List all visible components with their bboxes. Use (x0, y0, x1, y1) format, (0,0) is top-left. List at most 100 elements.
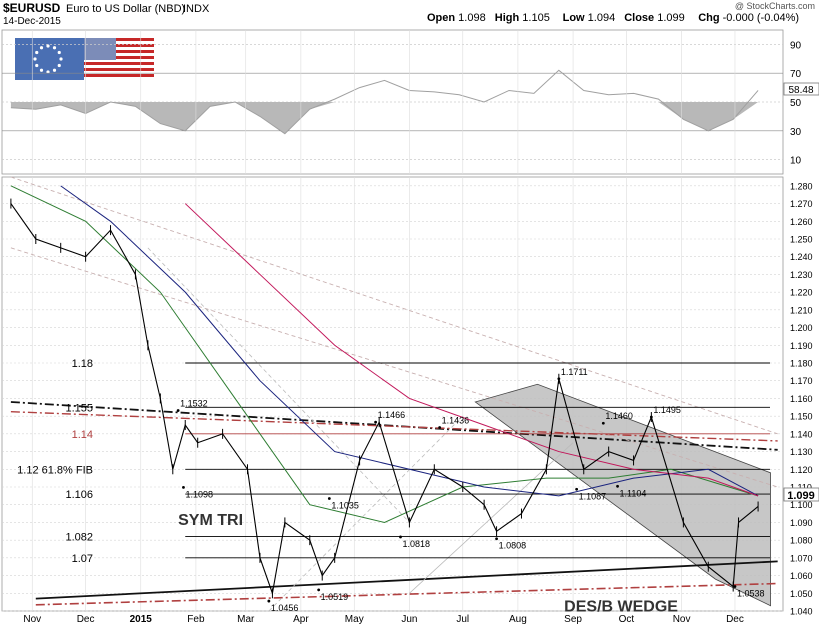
price-tick-label: 1.040 (790, 607, 813, 617)
eu-star (35, 50, 39, 55)
moving-average-red (184, 203, 759, 497)
rsi-gridlines (2, 44, 783, 160)
us-flag-stripe (84, 50, 154, 53)
red-upper-trendline (10, 411, 778, 442)
trendlines (10, 176, 778, 612)
x-tick-label: Nov (673, 614, 691, 625)
pattern-label: SYM TRI (178, 512, 243, 529)
eu-star (46, 44, 50, 48)
price-last-value: 1.099 (787, 490, 815, 502)
annotation-marker (399, 535, 402, 539)
ohlc-readout: Open 1.098 High 1.105 Low 1.094 Close 1.099… (427, 12, 799, 24)
ohlc-close: Close 1.099 (624, 12, 685, 24)
annotation-marker (575, 487, 579, 491)
x-tick-label: Apr (293, 614, 309, 625)
annotation-marker (616, 484, 619, 488)
eu-star (33, 57, 37, 61)
rsi-panel: 10 30 50 70 90 58.48 (1, 29, 819, 175)
symbol: $EURUSD (3, 1, 61, 15)
us-flag-stripe (84, 68, 154, 71)
annotation-label: 1.1460 (605, 411, 633, 421)
ohlc-open: Open 1.098 (427, 12, 486, 24)
annotation-label: 1.0538 (737, 589, 765, 599)
eu-star (39, 46, 44, 50)
rsi-oversold-fill (10, 102, 759, 134)
exchange: INDX (183, 3, 210, 15)
x-tick-label: Oct (619, 614, 635, 625)
rsi-last-value: 58.48 (788, 85, 813, 96)
horizontal-levels: 1.18 1.155 1.14 1.12 61.8% FIB 1.106 1.082 1.0… (17, 358, 770, 565)
price-tick-label: 1.210 (790, 305, 813, 315)
price-tick-label: 1.170 (790, 376, 813, 386)
annotation-marker (374, 420, 377, 424)
annotation-marker (557, 377, 561, 381)
annotation-marker (267, 599, 271, 603)
annotation-label: 1.0519 (321, 592, 349, 602)
annotation-label: 1.1495 (653, 405, 681, 415)
eu-star (57, 50, 61, 55)
rsi-series-line (10, 69, 759, 135)
triangle-lower-trendline (35, 560, 778, 600)
level-label: 1.106 (65, 489, 93, 501)
x-tick-label: Feb (187, 614, 205, 625)
price-series-line (10, 203, 759, 596)
price-tick-label: 1.240 (790, 252, 813, 262)
rsi-tick-label: 10 (790, 156, 802, 167)
annotation-label: 1.1035 (331, 501, 359, 511)
price-tick-label: 1.280 (790, 181, 813, 191)
annotation-marker (601, 421, 605, 425)
level-label: 1.155 (65, 402, 93, 414)
annotation-marker (438, 426, 442, 429)
x-tick-label: 2015 (130, 614, 153, 625)
x-tick-label: Sep (564, 614, 582, 625)
price-tick-label: 1.130 (790, 447, 813, 457)
price-tick-label: 1.160 (790, 394, 813, 404)
annotation-marker (317, 588, 321, 592)
annotation-label: 1.1466 (378, 410, 406, 420)
annotation-marker (495, 537, 498, 541)
price-tick-label: 1.080 (790, 536, 813, 546)
price-tick-label: 1.180 (790, 359, 813, 369)
ohlc-chg: Chg -0.000 (-0.04%) (698, 12, 799, 24)
annotation-label: 1.1532 (180, 398, 208, 408)
pattern-labels: SYM TRI DES/B WEDGE (178, 512, 678, 616)
price-tick-label: 1.090 (790, 518, 813, 528)
eu-stars (33, 44, 63, 74)
us-flag-stripe (84, 62, 154, 65)
price-panel: 1.18 1.155 1.14 1.12 61.8% FIB 1.106 1.082 1.0… (1, 30, 819, 617)
level-label: 1.12 61.8% FIB (17, 464, 93, 476)
annotation-label: 1.0808 (499, 541, 527, 551)
steep-falling-trendline (147, 247, 410, 523)
annotation-marker (182, 485, 185, 489)
rsi-tick-label: 90 (790, 40, 802, 51)
annotation-label: 1.1436 (442, 415, 470, 425)
long-falling-trendline-1 (10, 176, 778, 435)
x-tick-label: Aug (509, 614, 527, 625)
annotation-marker (733, 585, 737, 588)
price-tick-label: 1.140 (790, 429, 813, 439)
rsi-tick-label: 50 (790, 98, 802, 109)
price-last-value-badge: 1.099 (783, 487, 819, 502)
moving-averages (10, 185, 759, 523)
price-tick-label: 1.120 (790, 465, 813, 475)
price-panel-frame (1, 176, 784, 612)
level-label: 1.18 (72, 358, 93, 370)
x-axis: Nov Dec 2015 Feb Mar Apr May Jun Jul Aug Sep Oct Nov… (23, 614, 744, 625)
eu-star (52, 46, 57, 50)
price-tick-labels: 1.040 1.050 1.060 1.070 1.080 1.090 1.100 1.110… (790, 181, 813, 616)
x-tick-label: Mar (237, 614, 255, 625)
annotation-label: 1.1711 (561, 367, 588, 377)
us-flag-stripe (84, 74, 154, 77)
x-tick-label: Dec (77, 614, 95, 625)
x-tick-label: Dec (726, 614, 744, 625)
level-label: 1.14 (72, 429, 93, 441)
long-falling-trendline-2 (10, 247, 778, 488)
price-tick-label: 1.070 (790, 553, 813, 563)
rising-trendline-2 (409, 442, 574, 594)
annotation-label: 1.1098 (185, 489, 213, 499)
rsi-tick-label: 30 (790, 127, 802, 138)
annotation-label: 1.1104 (620, 488, 647, 498)
moving-average-green (10, 185, 759, 523)
pattern-label: DES/B WEDGE (564, 599, 678, 616)
